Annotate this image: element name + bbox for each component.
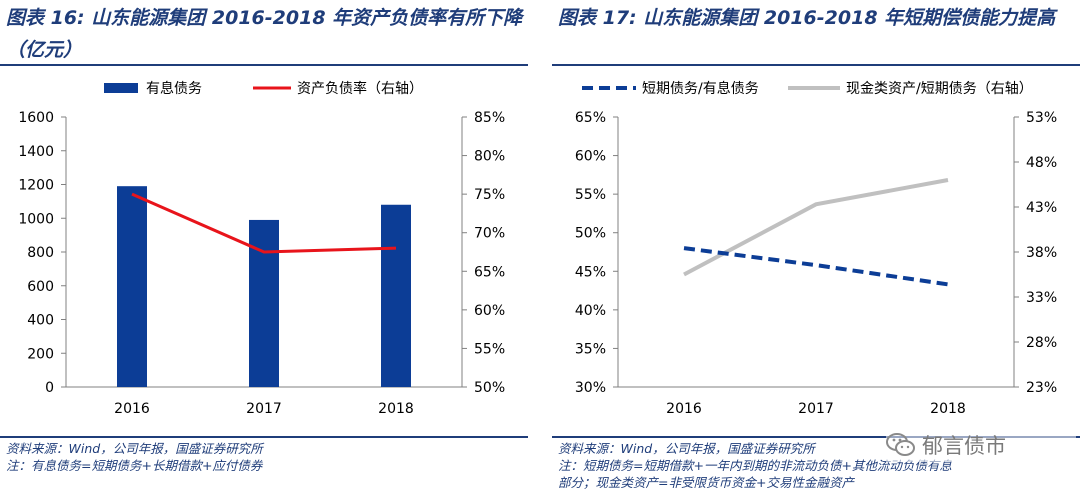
bar: [117, 186, 147, 387]
y2-tick-label: 70%: [474, 226, 505, 242]
chart-left: 0 200 400 600 800 1000 1200 1400 1600 50% 55% 60% 65…: [18, 80, 505, 417]
y-tick-label: 40%: [575, 303, 606, 319]
divider: [0, 64, 528, 66]
divider: [552, 436, 1080, 438]
x-tick-label: 2016: [666, 401, 702, 417]
source-notes: 资料来源：Wind，公司年报，国盛证券研究所 注：有息债务=短期债务+长期借款+…: [6, 440, 526, 474]
y-tick-label: 400: [27, 313, 54, 329]
bar: [381, 204, 411, 387]
wechat-icon: [886, 432, 916, 458]
y2-tick-label: 80%: [474, 149, 505, 165]
title-text: 山东能源集团 2016-2018 年短期偿债能力提高: [643, 7, 1056, 29]
y-tick-label: 1400: [18, 144, 54, 160]
x-tick-label: 2017: [246, 401, 282, 417]
y2-tick-label: 48%: [1026, 155, 1057, 171]
divider: [552, 64, 1080, 66]
legend-swatch: [104, 83, 138, 93]
y-tick-label: 1000: [18, 211, 54, 227]
y2-tick-label: 38%: [1026, 245, 1057, 261]
x-tick-label: 2018: [378, 401, 414, 417]
y2-tick-label: 23%: [1026, 380, 1057, 396]
x-tick-label: 2017: [798, 401, 834, 417]
note-line: 部分；现金类资产=非受限货币资金+交易性金融资产: [558, 475, 854, 490]
y2-tick-label: 75%: [474, 187, 505, 203]
bar: [249, 219, 279, 387]
y2-tick-label: 53%: [1026, 110, 1057, 126]
y-tick-label: 800: [27, 245, 54, 261]
legend-label: 资产负债率（右轴）: [297, 80, 423, 97]
y-tick-label: 600: [27, 279, 54, 295]
y2-tick-label: 85%: [474, 110, 505, 126]
series-line: [683, 178, 949, 277]
y-tick-label: 0: [45, 380, 54, 396]
chart-panel-left: 图表 16: 山东能源集团 2016-2018 年资产负债率有所下降（亿元） 0…: [0, 0, 528, 494]
series-line: [131, 192, 397, 254]
y-tick-label: 50%: [575, 226, 606, 242]
y-tick-label: 65%: [575, 110, 606, 126]
legend-label: 现金类资产/短期债务（右轴）: [846, 81, 1033, 97]
y2-tick-label: 43%: [1026, 200, 1057, 216]
legend-label: 有息债务: [146, 80, 202, 97]
y-tick-label: 1200: [18, 178, 54, 194]
divider: [0, 436, 528, 438]
y-tick-label: 1600: [18, 110, 54, 126]
chart-panel-right: 图表 17: 山东能源集团 2016-2018 年短期偿债能力提高 30% 35%…: [552, 0, 1080, 494]
y-tick-label: 60%: [575, 149, 606, 165]
title-text: 山东能源集团 2016-2018 年资产负债率有所下降（亿元）: [6, 7, 523, 61]
y-tick-label: 55%: [575, 187, 606, 203]
chart-title-right: 图表 17: 山东能源集团 2016-2018 年短期偿债能力提高: [558, 2, 1078, 34]
y2-tick-label: 60%: [474, 303, 505, 319]
title-label: 图表 16:: [6, 7, 85, 29]
y2-tick-label: 55%: [474, 341, 505, 357]
watermark: 郁言债市: [886, 428, 1076, 462]
chart-title-left: 图表 16: 山东能源集团 2016-2018 年资产负债率有所下降（亿元）: [6, 2, 526, 66]
y-tick-label: 35%: [575, 341, 606, 357]
y-tick-label: 200: [27, 346, 54, 362]
series-line: [683, 246, 949, 287]
note-line: 注：短期债务=短期借款+一年内到期的非流动负债+其他流动负债有息: [558, 458, 952, 473]
title-label: 图表 17:: [558, 7, 637, 29]
chart-right: 30% 35% 40% 45% 50% 55% 60% 65% 23% 28% 33% 38% 43% 4…: [575, 80, 1057, 417]
y2-tick-label: 50%: [474, 380, 505, 396]
y-tick-label: 30%: [575, 380, 606, 396]
source-line: 资料来源：Wind，公司年报，国盛证券研究所: [6, 441, 263, 456]
y2-tick-label: 65%: [474, 264, 505, 280]
note-line: 注：有息债务=短期债务+长期借款+应付债券: [6, 458, 263, 473]
source-line: 资料来源：Wind，公司年报，国盛证券研究所: [558, 441, 815, 456]
source-notes: 资料来源：Wind，公司年报，国盛证券研究所 注：短期债务=短期借款+一年内到期…: [558, 440, 1078, 491]
y2-tick-label: 28%: [1026, 335, 1057, 351]
x-tick-label: 2016: [114, 401, 150, 417]
legend-label: 短期债务/有息债务: [642, 80, 759, 97]
x-tick-label: 2018: [930, 401, 966, 417]
y2-tick-label: 33%: [1026, 290, 1057, 306]
y-tick-label: 45%: [575, 264, 606, 280]
watermark-text: 郁言债市: [922, 434, 1006, 458]
